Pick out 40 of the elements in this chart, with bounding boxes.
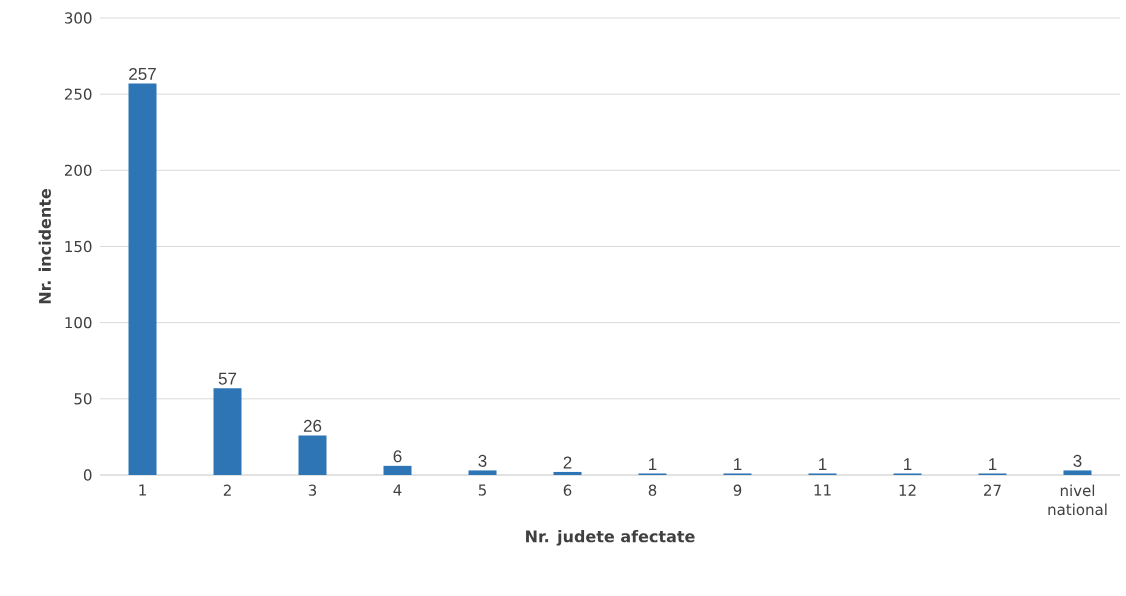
bar xyxy=(298,435,327,475)
data-label: 1 xyxy=(989,458,997,470)
bar xyxy=(468,470,497,475)
data-label: 257 xyxy=(129,67,156,80)
x-tick-label: nivel national xyxy=(1048,484,1107,516)
x-tick-label: 5 xyxy=(478,484,486,496)
bar xyxy=(553,471,582,475)
x-tick-label: 8 xyxy=(648,484,657,496)
data-label: 1 xyxy=(649,458,657,470)
data-label: 3 xyxy=(1073,454,1082,467)
y-axis-title: Nr. incidente xyxy=(38,189,51,304)
bar xyxy=(1063,470,1092,475)
x-tick-label: 3 xyxy=(308,484,317,496)
y-tick-label: 100 xyxy=(65,316,92,329)
bar xyxy=(213,388,242,475)
data-label: 3 xyxy=(478,454,487,467)
y-tick-label: 50 xyxy=(74,393,92,405)
x-tick-label: 12 xyxy=(899,484,916,496)
x-tick-label: 2 xyxy=(223,484,231,496)
x-tick-label: 11 xyxy=(814,484,831,496)
data-label: 6 xyxy=(393,450,402,463)
x-tick-label: 4 xyxy=(393,484,402,496)
y-tick-label: 0 xyxy=(83,469,92,481)
data-label: 1 xyxy=(819,458,827,470)
y-tick-label: 200 xyxy=(64,164,92,176)
data-label: 26 xyxy=(303,419,322,432)
y-tick-label: 300 xyxy=(64,12,92,24)
data-label: 1 xyxy=(904,458,912,470)
x-tick-label: 27 xyxy=(984,484,1001,496)
x-tick-label: 1 xyxy=(139,484,146,496)
y-tick-label: 150 xyxy=(65,240,92,253)
data-label: 57 xyxy=(218,372,237,385)
bar xyxy=(128,83,157,475)
x-tick-label: 9 xyxy=(733,484,742,496)
x-tick-label: 6 xyxy=(563,484,572,496)
data-label: 2 xyxy=(563,456,572,469)
x-axis-title: Nr. judete afectate xyxy=(526,530,695,546)
bar xyxy=(383,465,412,475)
data-label: 1 xyxy=(734,458,742,470)
y-tick-label: 250 xyxy=(64,88,92,100)
